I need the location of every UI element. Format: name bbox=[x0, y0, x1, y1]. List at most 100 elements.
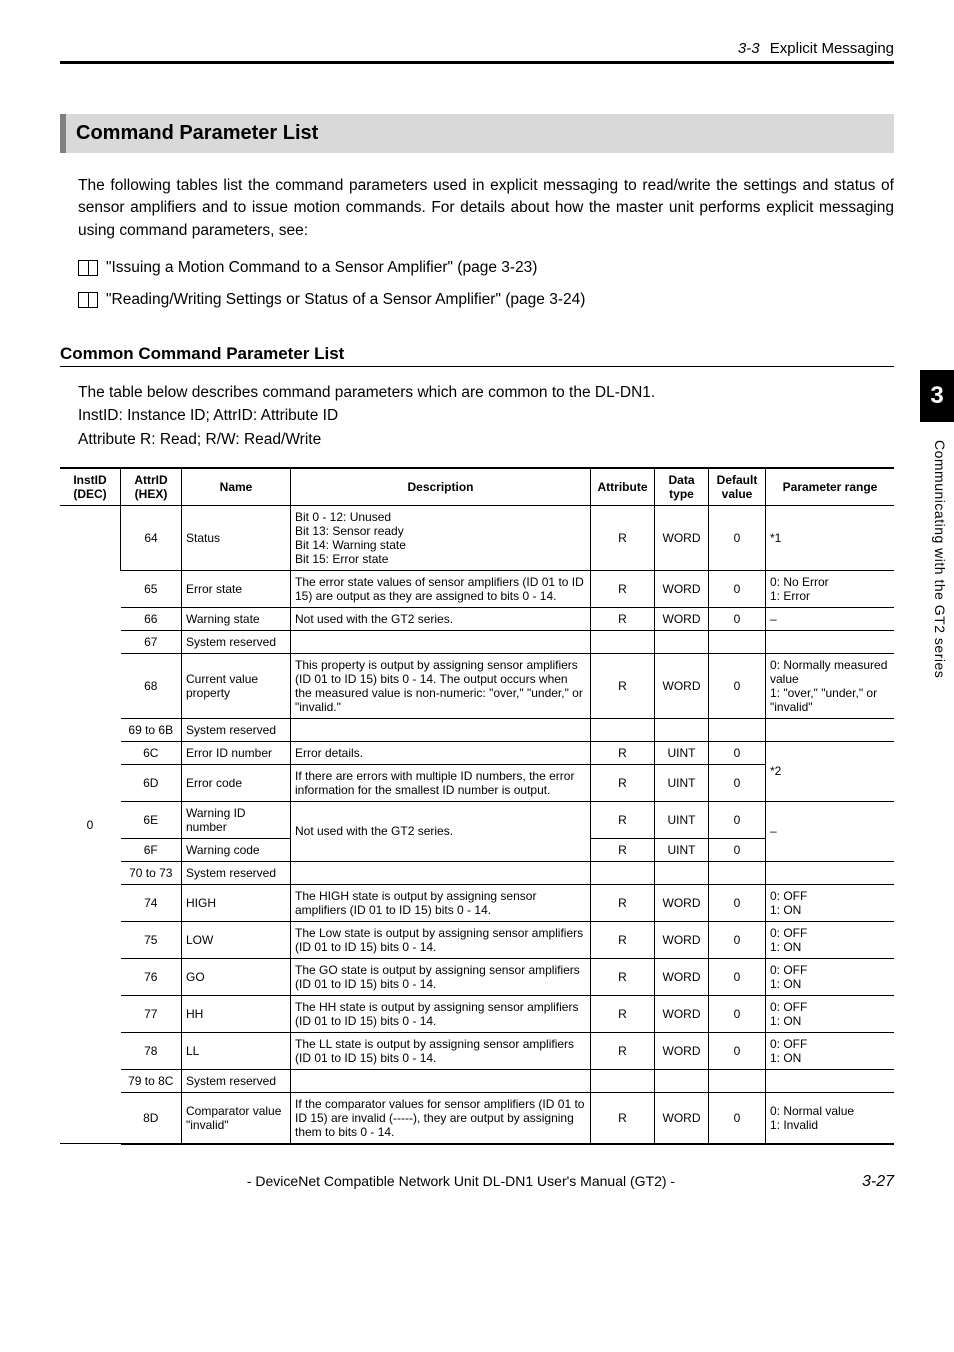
cell-name: System reserved bbox=[182, 718, 291, 741]
cell-attrid: 74 bbox=[121, 884, 182, 921]
section-heading-block: Command Parameter List bbox=[60, 114, 894, 153]
cell-datatype: WORD bbox=[655, 995, 709, 1032]
cell-attribute: R bbox=[591, 884, 655, 921]
col-datatype: Data type bbox=[655, 468, 709, 506]
cell-default: 0 bbox=[709, 653, 766, 718]
cell-default: 0 bbox=[709, 995, 766, 1032]
cell-datatype: WORD bbox=[655, 607, 709, 630]
cell-attribute bbox=[591, 861, 655, 884]
book-icon bbox=[78, 292, 98, 308]
cell-description: If there are errors with multiple ID num… bbox=[291, 764, 591, 801]
cell-datatype: WORD bbox=[655, 653, 709, 718]
cell-attrid: 65 bbox=[121, 570, 182, 607]
cell-default: 0 bbox=[709, 801, 766, 838]
section-title: Explicit Messaging bbox=[770, 40, 894, 57]
cell-name: System reserved bbox=[182, 1069, 291, 1092]
chapter-number: 3 bbox=[930, 382, 943, 409]
cell-attribute: R bbox=[591, 505, 655, 570]
cell-attribute: R bbox=[591, 653, 655, 718]
cell-datatype: WORD bbox=[655, 570, 709, 607]
cell-name: Current value property bbox=[182, 653, 291, 718]
chapter-tab: 3 bbox=[920, 370, 954, 422]
cell-attribute: R bbox=[591, 570, 655, 607]
table-row: 76GOThe GO state is output by assigning … bbox=[60, 958, 894, 995]
cell-name: HIGH bbox=[182, 884, 291, 921]
cell-default: 0 bbox=[709, 505, 766, 570]
cell-description: Not used with the GT2 series. bbox=[291, 607, 591, 630]
xref-list: "Issuing a Motion Command to a Sensor Am… bbox=[78, 254, 894, 314]
cell-range: 0: OFF 1: ON bbox=[766, 884, 895, 921]
intro-paragraph: The following tables list the command pa… bbox=[78, 175, 894, 242]
page-number: 3-27 bbox=[862, 1173, 894, 1191]
xref-item: "Issuing a Motion Command to a Sensor Am… bbox=[78, 254, 894, 282]
cell-attrid: 8D bbox=[121, 1092, 182, 1144]
cell-attribute: R bbox=[591, 607, 655, 630]
cell-description: The LL state is output by assigning sens… bbox=[291, 1032, 591, 1069]
cell-default: 0 bbox=[709, 741, 766, 764]
col-range: Parameter range bbox=[766, 468, 895, 506]
cell-datatype: WORD bbox=[655, 1032, 709, 1069]
cell-description: The HIGH state is output by assigning se… bbox=[291, 884, 591, 921]
cell-attribute: R bbox=[591, 958, 655, 995]
xref-item: "Reading/Writing Settings or Status of a… bbox=[78, 286, 894, 314]
cell-default: 0 bbox=[709, 838, 766, 861]
table-row: 6CError ID numberError details.RUINT0*2 bbox=[60, 741, 894, 764]
table-row: 69 to 6BSystem reserved bbox=[60, 718, 894, 741]
header-rule bbox=[60, 61, 894, 64]
cell-description: The HH state is output by assigning sens… bbox=[291, 995, 591, 1032]
table-row: 67System reserved bbox=[60, 630, 894, 653]
chapter-caption: Communicating with the GT2 series bbox=[932, 440, 948, 678]
cell-description bbox=[291, 861, 591, 884]
parameter-table: InstID (DEC) AttrID (HEX) Name Descripti… bbox=[60, 467, 894, 1145]
cell-datatype bbox=[655, 1069, 709, 1092]
cell-datatype bbox=[655, 718, 709, 741]
cell-default bbox=[709, 718, 766, 741]
table-row: 66Warning stateNot used with the GT2 ser… bbox=[60, 607, 894, 630]
cell-attrid: 6C bbox=[121, 741, 182, 764]
cell-datatype: UINT bbox=[655, 741, 709, 764]
cell-name: Warning code bbox=[182, 838, 291, 861]
cell-attribute bbox=[591, 1069, 655, 1092]
cell-default: 0 bbox=[709, 884, 766, 921]
intro-line: Attribute R: Read; R/W: Read/Write bbox=[78, 428, 894, 451]
cell-range: 0: OFF 1: ON bbox=[766, 958, 895, 995]
cell-name: LL bbox=[182, 1032, 291, 1069]
cell-default bbox=[709, 861, 766, 884]
cell-attrid: 76 bbox=[121, 958, 182, 995]
cell-instid: 0 bbox=[60, 505, 121, 1144]
cell-description: The Low state is output by assigning sen… bbox=[291, 921, 591, 958]
section-number: 3-3 bbox=[738, 40, 760, 57]
cell-attrid: 6F bbox=[121, 838, 182, 861]
cell-description: The error state values of sensor amplifi… bbox=[291, 570, 591, 607]
manual-title: - DeviceNet Compatible Network Unit DL-D… bbox=[60, 1173, 862, 1189]
table-row: 70 to 73System reserved bbox=[60, 861, 894, 884]
col-attrid: AttrID (HEX) bbox=[121, 468, 182, 506]
cell-attrid: 70 to 73 bbox=[121, 861, 182, 884]
cell-attrid: 75 bbox=[121, 921, 182, 958]
cell-datatype: UINT bbox=[655, 838, 709, 861]
cell-range: *2 bbox=[766, 741, 895, 801]
cell-attrid: 6D bbox=[121, 764, 182, 801]
section-heading: Command Parameter List bbox=[76, 122, 884, 145]
cell-name: Warning ID number bbox=[182, 801, 291, 838]
cell-name: HH bbox=[182, 995, 291, 1032]
cell-range bbox=[766, 861, 895, 884]
cell-range: 0: Normal value 1: Invalid bbox=[766, 1092, 895, 1144]
cell-attribute: R bbox=[591, 801, 655, 838]
col-name: Name bbox=[182, 468, 291, 506]
cell-name: Comparator value "invalid" bbox=[182, 1092, 291, 1144]
cell-datatype: WORD bbox=[655, 884, 709, 921]
cell-default: 0 bbox=[709, 958, 766, 995]
cell-range: 0: No Error 1: Error bbox=[766, 570, 895, 607]
cell-description: This property is output by assigning sen… bbox=[291, 653, 591, 718]
cell-datatype bbox=[655, 630, 709, 653]
cell-attrid: 79 to 8C bbox=[121, 1069, 182, 1092]
cell-attribute: R bbox=[591, 921, 655, 958]
cell-attribute: R bbox=[591, 1032, 655, 1069]
cell-attrid: 6E bbox=[121, 801, 182, 838]
cell-datatype: WORD bbox=[655, 505, 709, 570]
cell-attribute: R bbox=[591, 838, 655, 861]
table-row: 74HIGHThe HIGH state is output by assign… bbox=[60, 884, 894, 921]
table-row: 77HHThe HH state is output by assigning … bbox=[60, 995, 894, 1032]
col-attribute: Attribute bbox=[591, 468, 655, 506]
